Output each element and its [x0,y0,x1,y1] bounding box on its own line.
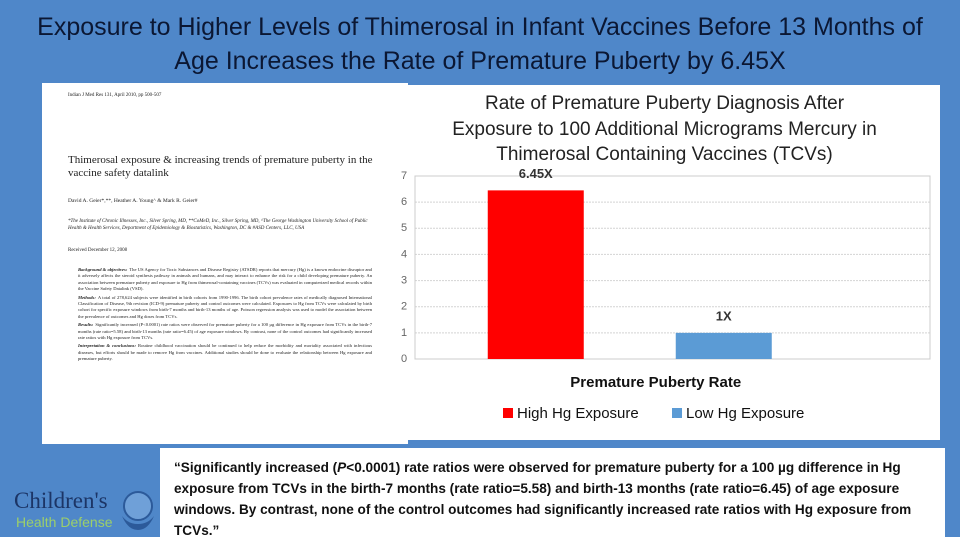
abstract-text: Routine childhood vaccination should be … [78,343,372,362]
legend-swatch [672,408,682,418]
abstract-label: Background & objectives: [78,267,128,272]
y-tick-label: 7 [401,170,407,182]
chart-title: Rate of Premature Puberty Diagnosis Afte… [452,93,877,165]
y-tick-label: 2 [401,301,407,313]
bar [675,332,772,359]
y-tick-label: 4 [401,248,407,260]
bar [487,190,584,359]
value-label: 6.45X [519,166,553,181]
logo-subname: Health Defense [16,514,113,530]
value-label: 1X [716,308,732,323]
legend-swatch [503,408,513,418]
y-tick-label: 3 [401,274,407,286]
chart: 0 1 2 3 4 5 6 7 Premature Puberty Rate 6.45X 1X Hig… [401,166,931,422]
abstract-label: Methods: [78,294,96,300]
hands [122,516,154,530]
globe [123,491,153,521]
paper-authors: David A. Geier*,**, Heather A. Young^ & … [68,198,198,204]
logo-name: Children's [14,488,108,513]
header-title: Exposure to Higher Levels of Thimerosal … [37,13,923,75]
paper-received: Received December 12, 2008 [68,248,128,253]
abstract-label: Results: [78,322,94,328]
paper-title: Thimerosal exposure & increasing trends … [68,154,373,179]
paper-affiliations: *The Institute of Chronic Illnesses, Inc… [68,219,368,231]
abstract-paragraph: Interpretation & conclusions: Routine chi… [78,343,372,362]
quote: “Significantly increased (P<0.0001) rate… [160,448,945,537]
abstract-label: Interpretation & conclusions: [78,343,136,349]
quote-text: “Significantly increased ( [174,460,338,475]
abstract-text: A total of 278,624 subjects were identif… [78,294,372,319]
logo-icon [122,491,154,530]
paper-citation: Indian J Med Res 131, April 2010, pp 500… [68,93,162,98]
abstract-paragraph: Methods: A total of 278,624 subjects were… [78,295,372,321]
quote-text: P [337,460,347,475]
abstract-text: Significantly increased (P<0.0001) rate … [78,322,372,341]
quote-text: <0.0001) rate ratios were observed for p… [174,460,912,537]
paper-excerpt: Indian J Med Res 131, April 2010, pp 500… [42,83,408,444]
legend-label: Low Hg Exposure [686,405,804,422]
x-tick-label: Premature Puberty Rate [570,374,741,391]
abstract-paragraph: Background & objectives: The US Agency fo… [78,267,372,293]
chart-panel: 0 1 2 3 4 5 6 7 Premature Puberty Rate 6.45X 1X Hig… [398,85,940,440]
y-tick-label: 1 [401,327,407,339]
legend-label: High Hg Exposure [517,405,639,422]
abstract-paragraph: Results: Significantly increased (P<0.000… [78,322,372,341]
y-tick-label: 0 [401,353,407,365]
y-tick-label: 6 [401,196,407,208]
y-tick-label: 5 [401,222,407,234]
paper-abstract: Background & objectives: The US Agency fo… [68,267,382,363]
plot-frame [414,175,931,360]
abstract-text: The US Agency for Toxic Substances and D… [78,267,372,292]
